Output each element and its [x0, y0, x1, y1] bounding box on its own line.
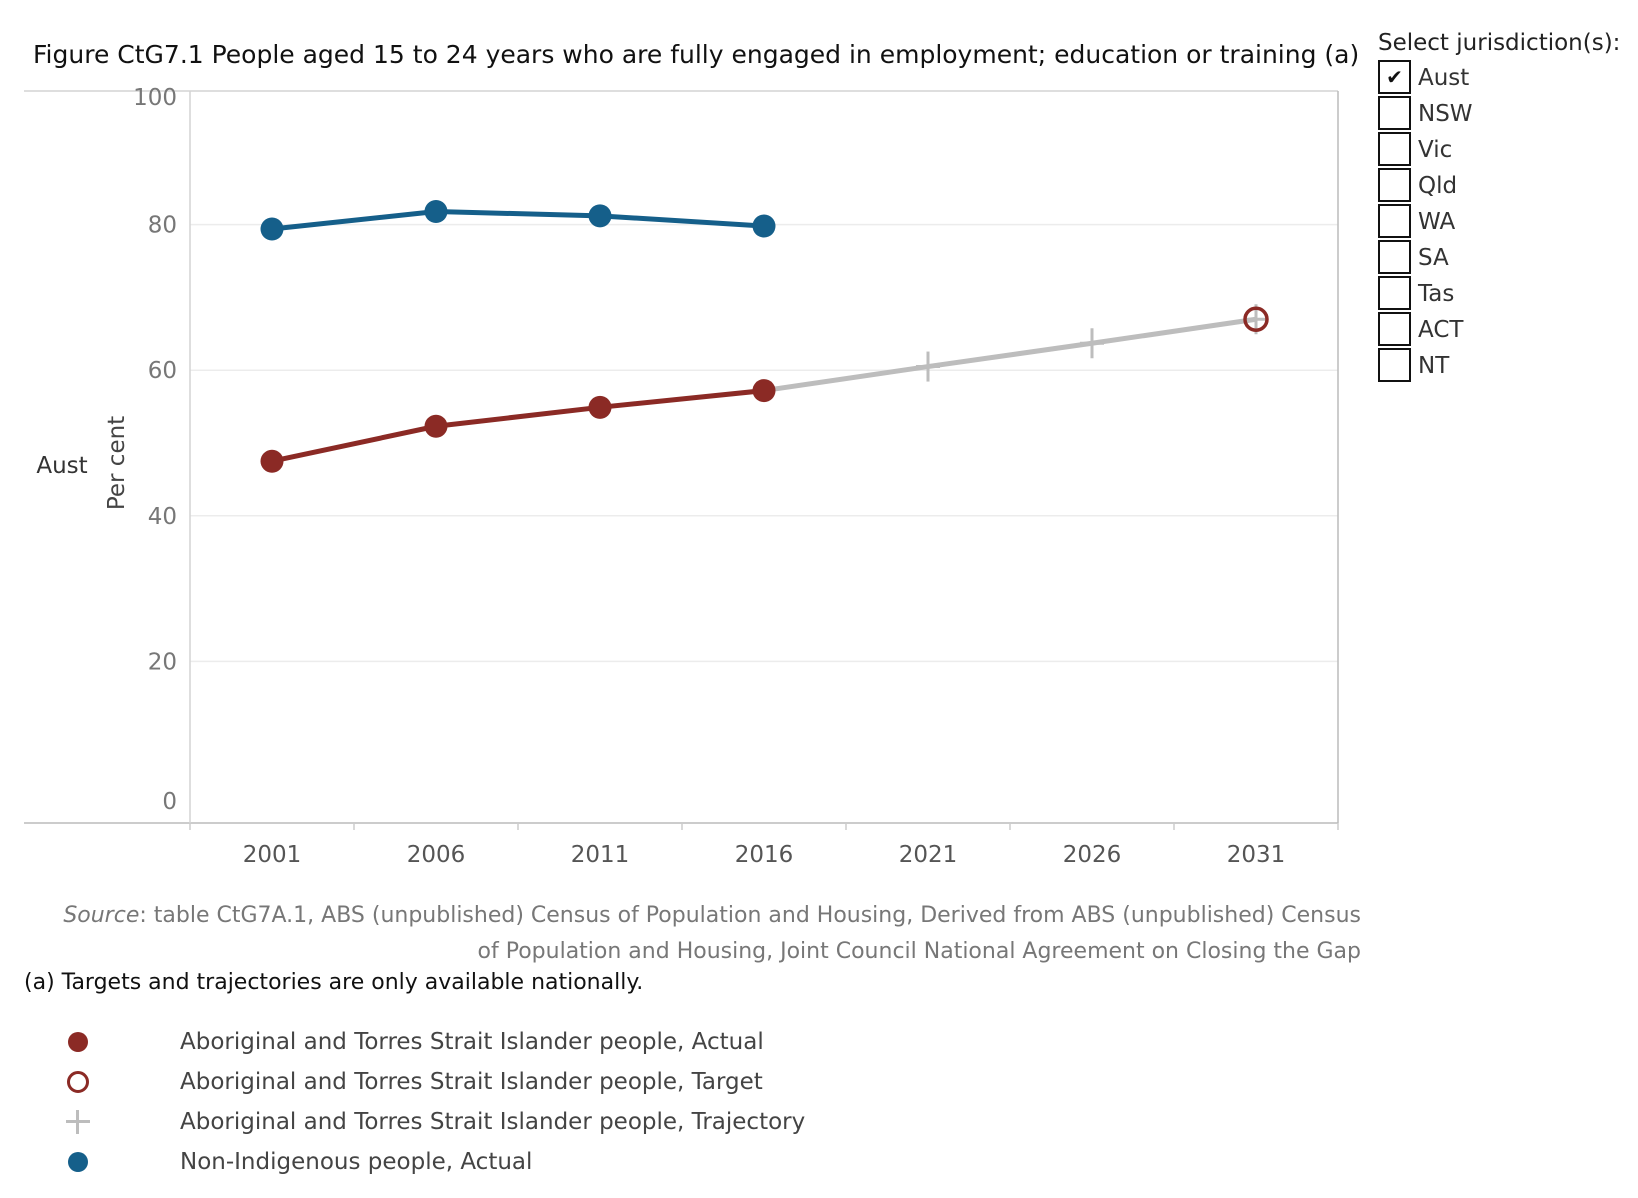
jurisdiction-item-aust[interactable]: ✔ Aust — [1378, 60, 1633, 96]
jurisdiction-label: Vic — [1418, 137, 1453, 163]
series-nonindig — [260, 199, 776, 241]
series-line-actual — [271, 388, 765, 464]
x-tick-label: 2016 — [735, 842, 794, 868]
legend: Aboriginal and Torres Strait Islander pe… — [60, 1022, 805, 1182]
x-tick-label: 2001 — [243, 842, 302, 868]
jurisdiction-label: SA — [1418, 245, 1449, 271]
x-tick-label: 2026 — [1063, 842, 1122, 868]
legend-label: Aboriginal and Torres Strait Islander pe… — [180, 1109, 806, 1135]
legend-label: Aboriginal and Torres Strait Islander pe… — [180, 1029, 764, 1055]
y-tick-label: 20 — [148, 649, 177, 675]
x-axis-ticks: 2001 2006 2011 2016 2021 2026 2031 — [189, 823, 1339, 868]
source-note: Source: table CtG7A.1, ABS (unpublished)… — [36, 898, 1361, 970]
jurisdiction-item-act[interactable]: ACT — [1378, 312, 1633, 348]
y-tick-label: 100 — [133, 85, 177, 111]
series-actual — [260, 379, 776, 473]
source-text: : table CtG7A.1, ABS (unpublished) Censu… — [139, 903, 1361, 964]
legend-ring-icon — [60, 1064, 96, 1100]
x-tick-label: 2011 — [571, 842, 630, 868]
figure-title: Figure CtG7.1 People aged 15 to 24 years… — [33, 40, 1360, 69]
data-point[interactable] — [424, 414, 448, 438]
series-group — [260, 199, 1269, 473]
jurisdiction-item-wa[interactable]: WA — [1378, 204, 1633, 240]
jurisdiction-label: WA — [1418, 209, 1456, 235]
y-tick-label: 40 — [148, 504, 177, 530]
checkbox-checked[interactable]: ✔ — [1378, 60, 1411, 94]
jurisdiction-label: Qld — [1418, 173, 1458, 199]
data-point[interactable] — [260, 449, 284, 473]
legend-label: Non-Indigenous people, Actual — [180, 1149, 533, 1175]
legend-item: Aboriginal and Torres Strait Islander pe… — [60, 1102, 805, 1142]
checkbox[interactable] — [1378, 168, 1411, 202]
legend-label: Aboriginal and Torres Strait Islander pe… — [180, 1069, 763, 1095]
legend-dot-icon — [60, 1144, 96, 1180]
trajectory-point[interactable] — [1080, 328, 1104, 359]
x-tick-label: 2006 — [407, 842, 466, 868]
series-trajectory — [763, 304, 1268, 394]
y-axis-ticks: 0 20 40 60 80 100 — [133, 85, 177, 815]
x-tick-label: 2021 — [899, 842, 958, 868]
row-label: Aust — [36, 453, 87, 479]
jurisdiction-item-sa[interactable]: SA — [1378, 240, 1633, 276]
jurisdiction-label: ACT — [1418, 317, 1464, 343]
checkbox[interactable] — [1378, 96, 1411, 130]
jurisdiction-item-nt[interactable]: NT — [1378, 348, 1633, 384]
legend-item: Aboriginal and Torres Strait Islander pe… — [60, 1062, 805, 1102]
checkbox[interactable] — [1378, 132, 1411, 166]
legend-plus-icon — [60, 1104, 96, 1140]
jurisdiction-label: NSW — [1418, 101, 1473, 127]
jurisdiction-filter: Select jurisdiction(s): ✔ Aust NSW Vic Qld WA… — [1378, 30, 1633, 384]
trajectory-point[interactable] — [916, 351, 940, 382]
checkbox[interactable] — [1378, 312, 1411, 346]
checkbox[interactable] — [1378, 204, 1411, 238]
jurisdiction-item-vic[interactable]: Vic — [1378, 132, 1633, 168]
series-target — [1243, 306, 1269, 332]
footnote: (a) Targets and trajectories are only av… — [24, 970, 644, 995]
legend-item: Non-Indigenous people, Actual — [60, 1142, 805, 1182]
checkbox[interactable] — [1378, 276, 1411, 310]
y-tick-label: 60 — [148, 358, 177, 384]
data-point[interactable] — [752, 214, 776, 238]
y-tick-label: 80 — [148, 213, 177, 239]
jurisdiction-label: Tas — [1418, 281, 1455, 307]
target-point[interactable] — [1243, 306, 1269, 332]
source-lead: Source — [63, 903, 140, 928]
line-chart: 0 20 40 60 80 100 2001 2006 2011 2016 2021 2026 203… — [24, 85, 1339, 868]
chart-frame — [24, 90, 1339, 824]
jurisdiction-list: ✔ Aust NSW Vic Qld WA SA Tas ACT NT — [1378, 60, 1633, 384]
jurisdiction-item-tas[interactable]: Tas — [1378, 276, 1633, 312]
jurisdiction-item-nsw[interactable]: NSW — [1378, 96, 1633, 132]
jurisdiction-item-qld[interactable]: Qld — [1378, 168, 1633, 204]
data-point[interactable] — [424, 199, 448, 223]
legend-item: Aboriginal and Torres Strait Islander pe… — [60, 1022, 805, 1062]
data-point[interactable] — [588, 395, 612, 419]
y-tick-label: 0 — [162, 789, 177, 815]
x-tick-label: 2031 — [1227, 842, 1286, 868]
jurisdiction-label: NT — [1418, 353, 1450, 379]
checkbox[interactable] — [1378, 348, 1411, 382]
series-line-trajectory — [763, 316, 1257, 394]
data-point[interactable] — [588, 204, 612, 228]
data-point[interactable] — [752, 379, 776, 403]
legend-dot-icon — [60, 1024, 96, 1060]
filter-title: Select jurisdiction(s): — [1378, 30, 1621, 56]
jurisdiction-label: Aust — [1418, 65, 1470, 91]
checkbox[interactable] — [1378, 240, 1411, 274]
data-point[interactable] — [260, 217, 284, 241]
y-axis-label: Per cent — [104, 416, 130, 510]
series-line-nonindig — [271, 208, 765, 232]
